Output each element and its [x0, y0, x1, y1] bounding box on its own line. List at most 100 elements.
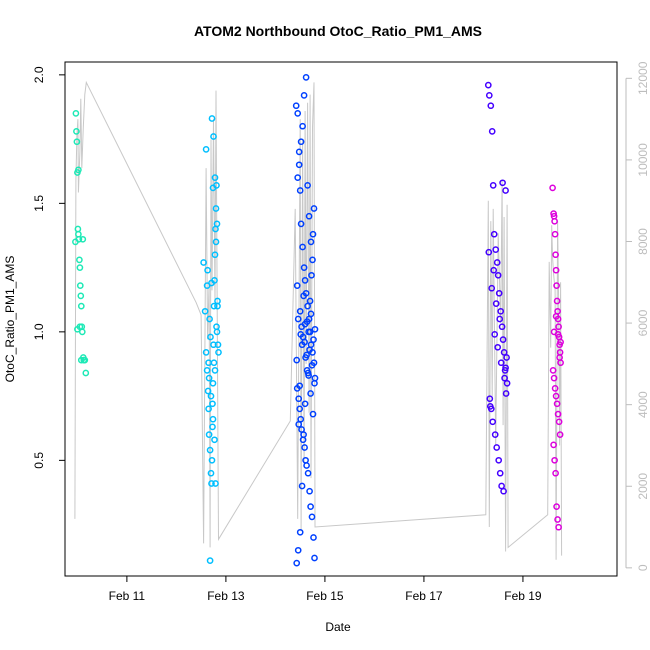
data-point: [75, 166, 82, 174]
y2-tick-label: 12000: [636, 61, 650, 95]
plot-area: [72, 74, 564, 567]
data-point: [310, 205, 318, 212]
data-point: [215, 349, 222, 356]
data-point: [305, 328, 312, 336]
data-point: [305, 212, 313, 220]
data-point: [214, 341, 222, 349]
data-point: [311, 554, 318, 562]
x-axis-label: Date: [325, 620, 351, 634]
x-tick-label: Feb 11: [109, 589, 146, 603]
data-point: [297, 138, 305, 146]
data-point: [72, 110, 80, 117]
data-point: [77, 292, 85, 300]
data-point: [212, 205, 220, 212]
data-point: [498, 323, 506, 331]
data-point: [491, 331, 499, 338]
data-point: [294, 315, 302, 323]
data-point: [296, 405, 304, 413]
data-point: [205, 374, 213, 382]
data-point: [296, 187, 304, 194]
series-flight-4: [484, 81, 511, 495]
data-point: [201, 307, 209, 315]
data-point: [210, 359, 218, 367]
data-point: [293, 559, 301, 567]
y-axis-left: 0.5 1.0 1.5 2.0: [32, 66, 65, 469]
data-point: [486, 403, 494, 410]
data-point: [303, 462, 310, 469]
data-point: [295, 148, 303, 156]
data-point: [202, 146, 210, 153]
data-point: [295, 421, 303, 428]
plot-frame: [64, 61, 618, 577]
x-axis: Feb 11 Feb 13 Feb 15 Feb 17 Feb 19: [109, 576, 542, 603]
data-point: [308, 271, 315, 279]
data-point: [212, 238, 220, 246]
data-point: [497, 359, 505, 367]
data-point: [550, 441, 557, 449]
data-point: [298, 482, 306, 490]
data-point: [209, 415, 217, 423]
data-point: [487, 102, 495, 110]
data-point: [493, 259, 501, 266]
series-flight-3: [292, 74, 319, 567]
data-point: [552, 251, 559, 259]
data-point: [310, 534, 317, 541]
data-point: [499, 179, 506, 187]
data-point: [552, 266, 560, 274]
data-point: [551, 217, 558, 225]
data-point: [205, 431, 213, 438]
data-point: [300, 264, 308, 271]
data-point: [484, 81, 492, 89]
data-point: [486, 395, 494, 403]
data-point: [210, 133, 217, 140]
data-point: [82, 369, 90, 377]
data-point: [488, 284, 496, 292]
data-point: [491, 431, 499, 438]
data-point: [213, 220, 221, 228]
data-point: [553, 400, 561, 408]
data-point: [302, 74, 310, 81]
data-point: [293, 282, 301, 289]
series-flight-2: [200, 115, 222, 564]
data-point: [294, 174, 302, 181]
data-point: [554, 331, 562, 338]
data-point: [208, 279, 215, 287]
data-point: [556, 354, 563, 361]
data-point: [208, 456, 216, 464]
data-point: [297, 220, 305, 228]
data-point: [203, 367, 211, 374]
data-point: [206, 446, 214, 454]
data-point: [204, 387, 212, 395]
y2-tick-label: 4000: [636, 391, 650, 418]
data-point: [301, 320, 309, 328]
data-point: [307, 503, 314, 510]
data-point: [301, 277, 309, 284]
data-point: [211, 367, 219, 374]
data-point: [550, 374, 558, 382]
data-point: [497, 307, 505, 315]
data-point: [309, 230, 317, 238]
data-point: [307, 310, 315, 318]
data-point: [503, 354, 510, 361]
x-tick-label: Feb 17: [405, 589, 443, 603]
data-point: [304, 469, 312, 477]
data-point: [485, 248, 493, 256]
data-point: [488, 128, 496, 135]
data-point: [502, 187, 509, 194]
data-point: [293, 356, 301, 364]
y2-tick-label: 2000: [636, 473, 650, 500]
data-point: [305, 372, 312, 379]
data-point: [209, 423, 216, 431]
data-point: [309, 256, 316, 264]
data-point: [496, 469, 504, 477]
data-point: [552, 313, 560, 320]
x-tick-label: Feb 13: [207, 589, 245, 603]
data-point: [81, 356, 89, 364]
data-point: [493, 444, 501, 451]
data-point: [501, 374, 508, 382]
data-point: [555, 323, 562, 331]
data-point: [556, 431, 564, 438]
data-point: [76, 282, 84, 289]
y-axis-right: 0 2000 4000 6000 8000 10000 12000: [625, 61, 650, 571]
data-point: [552, 469, 559, 477]
